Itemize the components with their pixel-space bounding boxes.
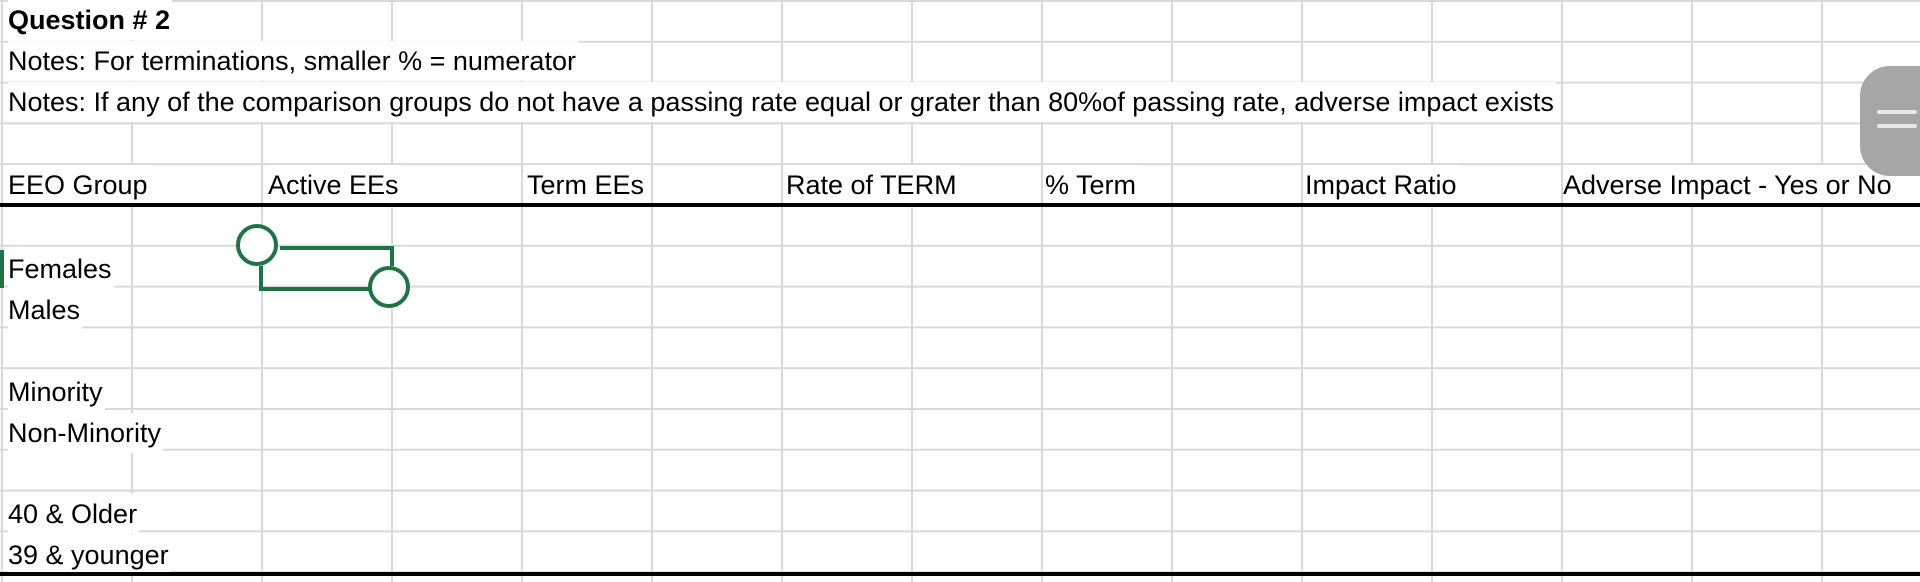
cell-group-39-younger[interactable]: 39 & younger: [8, 535, 171, 575]
selection-handle-start-icon[interactable]: [236, 224, 278, 266]
cell-note-2[interactable]: Notes: If any of the comparison groups d…: [8, 82, 1556, 122]
header-bottom-border: [0, 203, 1920, 207]
cell-group-females[interactable]: Females: [8, 249, 114, 289]
selection-handle-end-icon[interactable]: [368, 266, 410, 308]
selection-border-right: [390, 246, 394, 266]
header-active-ees[interactable]: Active EEs: [268, 165, 401, 205]
cell-group-males[interactable]: Males: [8, 290, 83, 330]
selection-border-left: [259, 266, 263, 290]
drag-handle-bar-top: [1877, 110, 1917, 114]
table-bottom-border: [0, 572, 1920, 576]
header-term-ees[interactable]: Term EEs: [527, 165, 647, 205]
drag-handle-bar-bottom: [1877, 124, 1917, 128]
header-rate-of-term[interactable]: Rate of TERM: [786, 165, 959, 205]
header-impact-ratio[interactable]: Impact Ratio: [1305, 165, 1459, 205]
drag-handle-icon[interactable]: [1860, 66, 1920, 176]
cell-group-minority[interactable]: Minority: [8, 372, 105, 412]
header-adverse-impact[interactable]: Adverse Impact - Yes or No: [1563, 165, 1894, 205]
cell-question-title[interactable]: Question # 2: [8, 0, 173, 40]
header-eeo-group[interactable]: EEO Group: [8, 165, 150, 205]
active-row-indicator: [0, 250, 4, 288]
selection-border-top: [280, 246, 394, 250]
selection-border-bottom: [259, 287, 369, 291]
cell-group-40-older[interactable]: 40 & Older: [8, 494, 140, 534]
header-percent-term[interactable]: % Term: [1045, 165, 1139, 205]
cell-note-1[interactable]: Notes: For terminations, smaller % = num…: [8, 41, 578, 81]
cell-group-non-minority[interactable]: Non-Minority: [8, 413, 164, 453]
